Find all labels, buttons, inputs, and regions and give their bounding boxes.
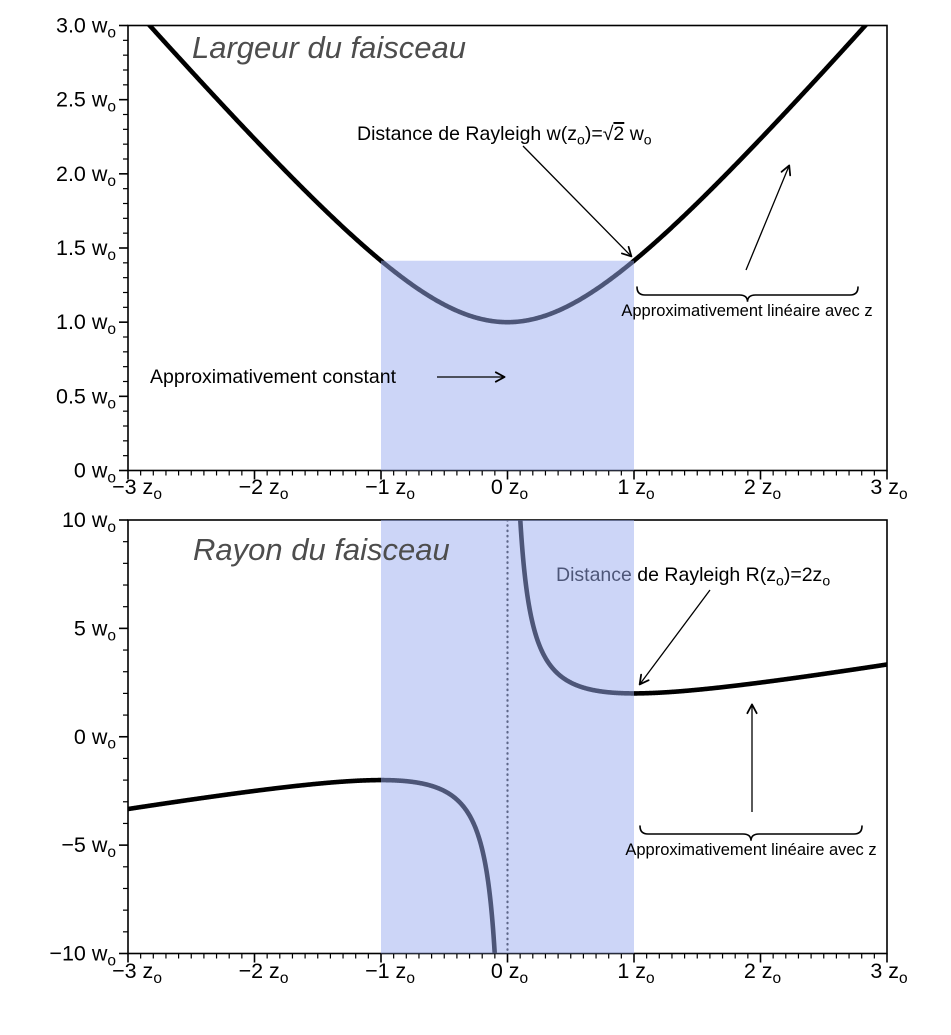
approx-linear-label-brace bbox=[636, 286, 859, 302]
approx-linear-label: Approximativement linéaire avec z bbox=[625, 841, 876, 859]
y-tick-label: 1.0 wo bbox=[56, 310, 116, 338]
x-tick-label: −1 zo bbox=[365, 959, 415, 987]
x-tick-label: −1 zo bbox=[365, 475, 415, 503]
x-tick-label: 2 zo bbox=[744, 959, 781, 987]
y-tick-label: 3.0 wo bbox=[56, 14, 116, 42]
chart-title: Largeur du faisceau bbox=[192, 30, 466, 65]
y-tick-label: −5 wo bbox=[61, 833, 116, 861]
y-tick-label: 2.5 wo bbox=[56, 88, 116, 116]
rayleigh-zone-shade bbox=[381, 260, 634, 471]
y-tick-label: 10 wo bbox=[62, 508, 116, 536]
x-tick-label: −3 zo bbox=[112, 959, 162, 987]
y-tick-label: −10 wo bbox=[49, 942, 116, 970]
y-tick-label: 0.5 wo bbox=[56, 384, 116, 412]
y-tick-label: 5 wo bbox=[74, 616, 116, 644]
approx-linear-label: Approximativement linéaire avec z bbox=[621, 302, 872, 320]
approx-constant-label: Approximativement constant bbox=[150, 366, 397, 388]
approx-linear-label-arrow bbox=[745, 164, 792, 271]
x-tick-label: −2 zo bbox=[239, 959, 289, 987]
x-tick-label: 0 zo bbox=[491, 959, 528, 987]
x-tick-label: 3 zo bbox=[870, 959, 907, 987]
rayleigh-zone-shade bbox=[381, 520, 634, 954]
x-tick-label: −3 zo bbox=[112, 475, 162, 503]
x-tick-label: 3 zo bbox=[870, 475, 907, 503]
y-tick-label: 1.5 wo bbox=[56, 236, 116, 264]
x-tick-label: −2 zo bbox=[239, 475, 289, 503]
beam-width-chart: −3 zo −2 zo −1 zo 0 zo 1 zo 2 zo 3 zo 0 wo 0.5 w… bbox=[56, 14, 908, 503]
beam-radius-chart: −3 zo −2 zo −1 zo 0 zo 1 zo 2 zo 3 zo −10 wo −5 … bbox=[49, 508, 907, 987]
chart-title: Rayon du faisceau bbox=[193, 532, 450, 567]
y-tick-label: 2.0 wo bbox=[56, 162, 116, 190]
approx-linear-label-brace bbox=[639, 825, 863, 841]
x-tick-label: 0 zo bbox=[491, 475, 528, 503]
y-tick-label: 0 wo bbox=[74, 459, 116, 487]
x-tick-label: 2 zo bbox=[744, 475, 781, 503]
rayleigh-distance-label-arrow bbox=[638, 589, 711, 686]
x-tick-label: 1 zo bbox=[617, 959, 654, 987]
rayleigh-distance-label-arrow bbox=[522, 145, 633, 258]
rayleigh-distance-label: Distance de Rayleigh w(zo)=√2 wo bbox=[357, 123, 652, 147]
y-tick-label: 0 wo bbox=[74, 725, 116, 753]
x-tick-label: 1 zo bbox=[617, 475, 654, 503]
